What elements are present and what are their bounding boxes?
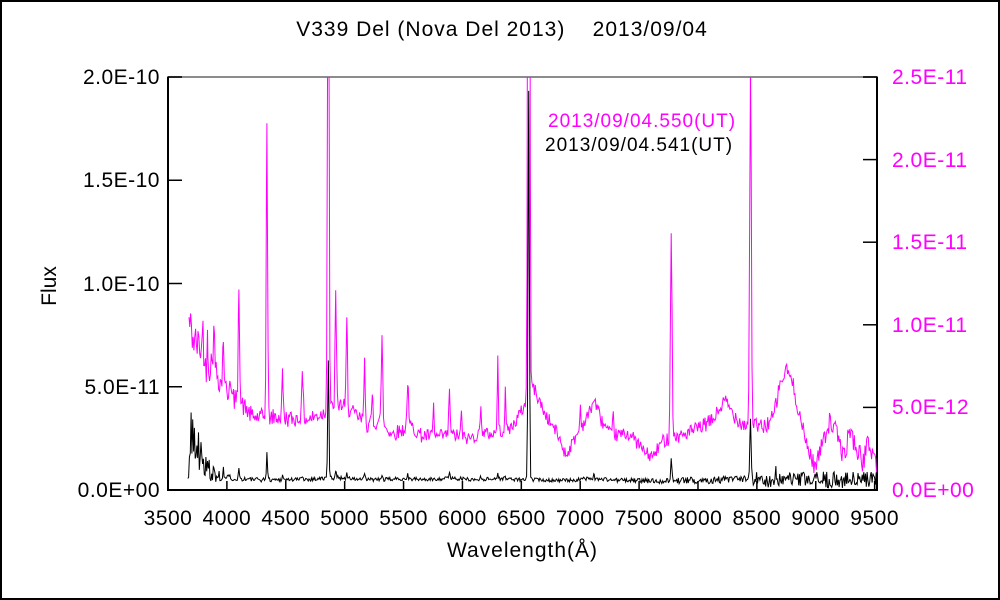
- y-left-tick-label: 2.0E-10: [82, 66, 160, 89]
- legend-item-550: 2013/09/04.550(UT): [548, 111, 737, 132]
- y-left-tick-label: 1.5E-10: [82, 169, 160, 193]
- x-tick-label: 4500: [261, 507, 311, 530]
- spectra-lines: [187, 77, 877, 489]
- y-right-tick-label: 2.5E-11: [892, 66, 968, 89]
- x-tick-label: 8000: [673, 507, 723, 530]
- x-tick-label: 6000: [438, 507, 487, 530]
- y-left-tick-label: 1.0E-10: [82, 272, 160, 296]
- x-tick-label: 5500: [379, 507, 428, 530]
- x-axis-label-wavelength: Wavelength(Å): [446, 539, 599, 562]
- y-right-tick-label: 1.5E-11: [892, 231, 968, 255]
- x-tick-label: 5000: [320, 507, 370, 530]
- x-tick-label: 7500: [614, 507, 664, 530]
- chart-title: V339 Del (Nova Del 2013) 2013/09/04: [296, 18, 708, 41]
- spectrum-line-0541: [187, 90, 877, 489]
- x-tick-label: 9000: [791, 507, 841, 530]
- x-tick-label: 3500: [143, 507, 193, 530]
- spectrum-line-0550: [188, 77, 877, 474]
- y-right-tick-label: 1.0E-11: [892, 313, 968, 337]
- x-tick-label: 8500: [732, 507, 782, 530]
- y-left-tick-label: 0.0E+00: [77, 479, 160, 502]
- legend-item-541: 2013/09/04.541(UT): [545, 135, 734, 156]
- x-tick-label: 4000: [202, 507, 252, 530]
- y-left-tick-label: 5.0E-11: [84, 375, 160, 399]
- x-tick-label: 9500: [850, 507, 899, 530]
- x-tick-label: 7000: [555, 507, 605, 530]
- y-right-tick-label: 2.0E-11: [892, 148, 968, 172]
- y-right-tick-label: 5.0E-12: [892, 396, 970, 420]
- x-tick-label: 6500: [496, 507, 546, 530]
- y-right-tick-label: 0.0E+00: [892, 479, 975, 502]
